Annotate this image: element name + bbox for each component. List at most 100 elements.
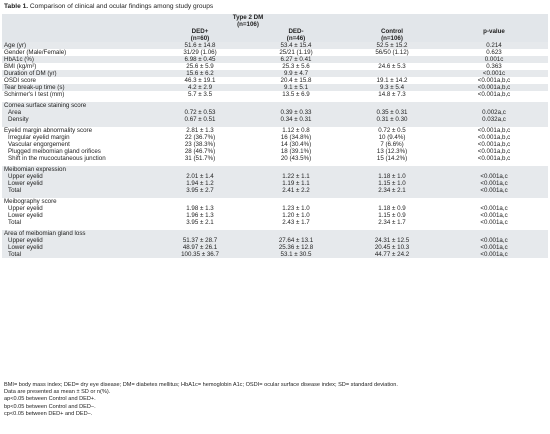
spacer-row: [2, 194, 549, 198]
cell-control: [344, 230, 441, 237]
cell-control: 2.34 ± 2.1: [344, 187, 441, 194]
cell-ded-plus: 51.6 ± 14.8: [152, 42, 248, 49]
header-row-cols: DED+ DED- Control p-value: [2, 28, 549, 35]
cell-control: 0.31 ± 0.30: [344, 116, 441, 123]
col-control-header: Control: [344, 28, 441, 35]
cell-pvalue: <0.001a,c: [440, 237, 549, 244]
group-n-header: (n=106): [152, 21, 345, 28]
cell-control: [344, 102, 441, 109]
cell-pvalue: <0.001a,c: [440, 244, 549, 251]
cell-ded-minus: [248, 166, 345, 173]
footnote: ap<0.05 between Control and DED+.: [4, 396, 96, 403]
cell-ded-minus: 16 (34.8%): [248, 134, 345, 141]
cell-ded-minus: 20.4 ± 15.8: [248, 77, 345, 84]
table-row: Age (yr) 51.6 ± 14.8 53.4 ± 15.4 52.5 ± 15.…: [2, 42, 549, 49]
table-row: Total 3.95 ± 2.1 2.43 ± 1.7 2.34 ± 1.7 <0.00…: [2, 219, 549, 226]
table-row: Tear break-up time (s) 4.2 ± 2.9 9.1 ± 5.1…: [2, 84, 549, 91]
cell-pvalue: 0.214: [440, 42, 549, 49]
cell-ded-minus: 53.1 ± 30.5: [248, 251, 345, 258]
cell-control: 20.45 ± 10.3: [344, 244, 441, 251]
cell-control: [344, 56, 441, 63]
cell-ded-minus: 2.41 ± 2.2: [248, 187, 345, 194]
cell-ded-plus: 6.98 ± 0.45: [152, 56, 248, 63]
cell-ded-minus: 25/21 (1.19): [248, 49, 345, 56]
cell-pvalue: <0.001a,c: [440, 212, 549, 219]
cell-ded-plus: 48.97 ± 26.1: [152, 244, 248, 251]
spacer-row: [2, 98, 549, 102]
cell-pvalue: <0.001a,c: [440, 251, 549, 258]
caption-text: Comparison of clinical and ocular findin…: [29, 3, 214, 10]
cell-ded-plus: 22 (36.7%): [152, 134, 248, 141]
cell-ded-plus: 3.95 ± 2.7: [152, 187, 248, 194]
cell-ded-plus: 25.6 ± 5.9: [152, 63, 248, 70]
spacer-row: [2, 123, 549, 127]
group-header: Type 2 DM: [152, 14, 345, 21]
footnote: BMI= body mass index; DED= dry eye disea…: [4, 382, 398, 388]
cell-control: 7 (6.6%): [344, 141, 441, 148]
spacer-row: [2, 226, 549, 230]
cell-ded-minus: 14 (30.4%): [248, 141, 345, 148]
caption-label: Table 1.: [4, 3, 29, 10]
cell-control: 1.15 ± 1.0: [344, 180, 441, 187]
cell-pvalue: 0.001c: [440, 56, 549, 63]
cell-ded-minus: 1.19 ± 1.1: [248, 180, 345, 187]
table-row: Gender (Male/Female) 31/29 (1.06) 25/21 (1…: [2, 49, 549, 56]
cell-ded-plus: [152, 166, 248, 173]
cell-control: 15 (14.2%): [344, 155, 441, 162]
cell-pvalue: <0.001a,b,c: [440, 84, 549, 91]
cell-pvalue: [440, 198, 549, 205]
col-ded-plus-header: DED+: [152, 28, 248, 35]
cell-ded-minus: [248, 102, 345, 109]
row-label: Irregular eyelid margin: [2, 134, 152, 141]
cell-ded-plus: 46.3 ± 19.1: [152, 77, 248, 84]
cell-ded-plus: [152, 198, 248, 205]
col-ded-minus-header: DED-: [248, 28, 345, 35]
cell-ded-plus: 23 (38.3%): [152, 141, 248, 148]
section-title: Cornea surface staining score: [2, 102, 152, 109]
row-label: Age (yr): [2, 42, 152, 49]
row-label: Gender (Male/Female): [2, 49, 152, 56]
cell-pvalue: <0.001a,b,c: [440, 155, 549, 162]
cell-pvalue: <0.001a,b,c: [440, 91, 549, 98]
cell-ded-plus: 31 (51.7%): [152, 155, 248, 162]
findings-table: Type 2 DM (n=106) DED+ DED- Control p-va…: [2, 14, 549, 258]
cell-pvalue: <0.001c: [440, 70, 549, 77]
row-label: Total: [2, 219, 152, 226]
cell-pvalue: [440, 230, 549, 237]
table-row: Density 0.67 ± 0.51 0.34 ± 0.31 0.31 ± 0.30…: [2, 116, 549, 123]
cell-ded-plus: 51.37 ± 28.7: [152, 237, 248, 244]
cell-ded-minus: [248, 230, 345, 237]
section-title-row: Meibomian expression: [2, 166, 549, 173]
table-row: Irregular eyelid margin 22 (36.7%) 16 (34.…: [2, 134, 549, 141]
row-label: Density: [2, 116, 152, 123]
row-label: Area: [2, 109, 152, 116]
table-row: Shift in the mucocutaneous junction 31 (5…: [2, 155, 549, 162]
cell-ded-minus: 25.36 ± 12.8: [248, 244, 345, 251]
footnote: cp<0.05 between DED+ and DED−.: [4, 410, 93, 417]
cell-ded-minus: 27.64 ± 13.1: [248, 237, 345, 244]
col-control-n: (n=106): [344, 35, 441, 42]
section-title: Area of meibomian gland loss: [2, 230, 152, 237]
section-title-row: Meibography score: [2, 198, 549, 205]
row-label: Shift in the mucocutaneous junction: [2, 155, 152, 162]
cell-pvalue: <0.001a,c: [440, 205, 549, 212]
table-row: BMI (kg/m²) 25.6 ± 5.9 25.3 ± 5.6 24.6 ± 5.…: [2, 63, 549, 70]
cell-control: 44.77 ± 24.2: [344, 251, 441, 258]
cell-control: 14.8 ± 7.3: [344, 91, 441, 98]
cell-ded-minus: 1.22 ± 1.1: [248, 173, 345, 180]
cell-ded-plus: 0.67 ± 0.51: [152, 116, 248, 123]
section-title-row: Area of meibomian gland loss: [2, 230, 549, 237]
table-row: Vascular engorgement 23 (38.3%) 14 (30.4%)…: [2, 141, 549, 148]
cell-ded-minus: 20 (43.5%): [248, 155, 345, 162]
section-title-row: Eyelid margin abnormality score 2.81 ± 1.…: [2, 127, 549, 134]
cell-pvalue: <0.001a,b,c: [440, 127, 549, 134]
cell-pvalue: [440, 102, 549, 109]
cell-control: [344, 70, 441, 77]
cell-control: 1.15 ± 0.9: [344, 212, 441, 219]
cell-control: 56/50 (1.12): [344, 49, 441, 56]
spacer-row: [2, 162, 549, 166]
cell-control: 1.18 ± 0.9: [344, 205, 441, 212]
cell-pvalue: <0.001a,b,c: [440, 134, 549, 141]
cell-ded-plus: 3.95 ± 2.1: [152, 219, 248, 226]
row-label: HbA1c (%): [2, 56, 152, 63]
